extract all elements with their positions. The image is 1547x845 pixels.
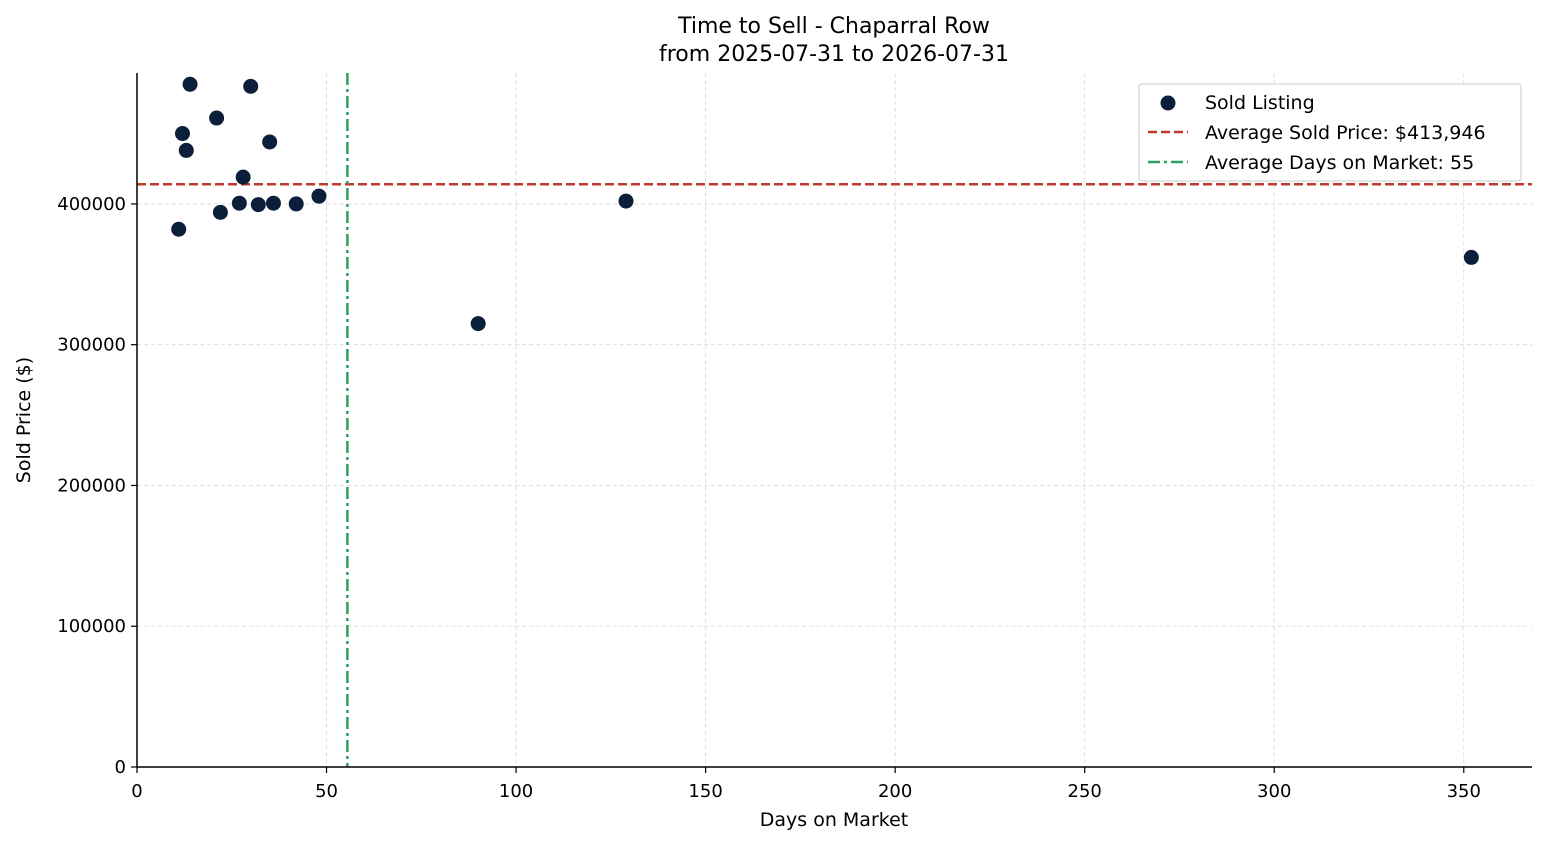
y-tick-label: 400000 xyxy=(57,194,126,215)
x-tick-label: 350 xyxy=(1447,781,1481,802)
legend-label-avg-price: Average Sold Price: $413,946 xyxy=(1205,122,1486,144)
sold-listing-point xyxy=(262,134,278,150)
grid-lines xyxy=(137,73,1532,767)
sold-listing-point xyxy=(470,316,486,332)
sold-listing-point xyxy=(182,76,198,92)
sold-listing-point xyxy=(174,126,190,142)
legend-label-avg-days: Average Days on Market: 55 xyxy=(1205,152,1474,174)
sold-listing-point xyxy=(1463,249,1479,265)
x-tick-label: 250 xyxy=(1068,781,1102,802)
x-tick-label: 300 xyxy=(1257,781,1291,802)
x-tick-label: 200 xyxy=(878,781,912,802)
sold-listing-point xyxy=(311,188,327,204)
sold-listing-point xyxy=(250,197,266,213)
sold-listing-point xyxy=(288,196,304,212)
sold-listing-point xyxy=(178,142,194,158)
y-tick-label: 200000 xyxy=(57,475,126,496)
chart-subtitle: from 2025-07-31 to 2026-07-31 xyxy=(659,42,1009,67)
y-axis-label: Sold Price ($) xyxy=(13,357,35,483)
y-tick-label: 100000 xyxy=(57,616,126,637)
x-axis-ticks: 0 50 100 150 200 250 300 350 xyxy=(131,767,1481,802)
sold-listing-point xyxy=(235,169,251,185)
y-tick-label: 300000 xyxy=(57,335,126,356)
data-points xyxy=(171,76,1479,332)
reference-lines xyxy=(137,73,1532,767)
legend: Sold Listing Average Sold Price: $413,94… xyxy=(1138,83,1522,182)
x-tick-label: 150 xyxy=(688,781,722,802)
legend-marker-sold-listing xyxy=(1160,95,1176,111)
sold-listing-point xyxy=(209,110,225,126)
y-axis-ticks: 0 100000 200000 300000 400000 xyxy=(57,194,137,778)
y-tick-label: 0 xyxy=(115,757,126,778)
sold-listing-point xyxy=(265,195,281,211)
x-tick-label: 0 xyxy=(131,781,142,802)
legend-label-sold-listing: Sold Listing xyxy=(1205,92,1315,114)
x-tick-label: 100 xyxy=(499,781,533,802)
sold-listing-point xyxy=(171,221,187,237)
sold-listing-point xyxy=(618,193,634,209)
sold-listing-point xyxy=(243,78,259,94)
sold-listing-point xyxy=(231,195,247,211)
x-tick-label: 50 xyxy=(315,781,338,802)
chart-title: Time to Sell - Chaparral Row xyxy=(677,14,990,39)
legend-box xyxy=(1138,83,1522,182)
x-axis-label: Days on Market xyxy=(760,809,908,831)
sold-listing-point xyxy=(212,204,228,220)
